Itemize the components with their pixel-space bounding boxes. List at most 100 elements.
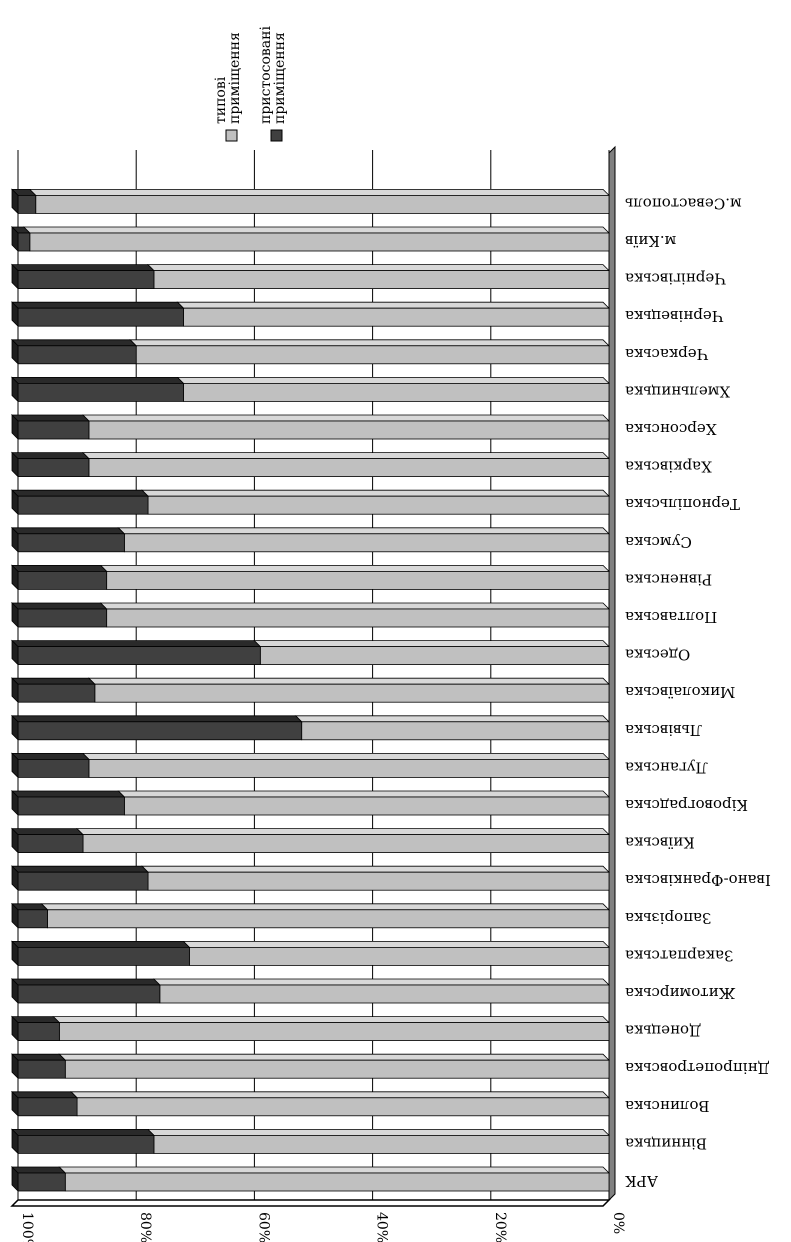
bar-segment bbox=[88, 458, 610, 478]
bar-top-face bbox=[58, 1053, 610, 1061]
bar-top-face bbox=[11, 753, 90, 760]
bar-segment bbox=[17, 1097, 78, 1117]
bar-top-face bbox=[11, 640, 262, 647]
bar-segment bbox=[106, 608, 610, 628]
bar-segment bbox=[147, 871, 610, 891]
bar-top-face bbox=[11, 1016, 61, 1023]
bar-top-face bbox=[146, 264, 610, 272]
bar-segment bbox=[17, 270, 155, 290]
bar-top-face bbox=[81, 452, 610, 460]
bar-top-face bbox=[99, 565, 610, 572]
bar-end-cap bbox=[11, 376, 19, 403]
bar-top-face bbox=[182, 941, 610, 948]
category-label: Житомирська bbox=[625, 984, 735, 1002]
category-label: Рівненська bbox=[625, 570, 712, 588]
bar-segment bbox=[183, 307, 610, 327]
category-label: Запорізька bbox=[625, 909, 711, 927]
legend-label: пристосовані bbox=[258, 26, 274, 124]
bar-top-face bbox=[141, 489, 610, 497]
bar-end-cap bbox=[11, 226, 19, 252]
bar-top-face bbox=[87, 677, 610, 685]
category-label: Хмельницька bbox=[625, 382, 730, 400]
bar-top-face bbox=[294, 715, 610, 723]
bar-segment bbox=[188, 947, 610, 966]
bar-segment bbox=[147, 495, 610, 515]
bar-segment bbox=[17, 345, 137, 365]
bar-segment bbox=[106, 571, 610, 590]
bar-end-cap bbox=[11, 978, 19, 1004]
bar-end-cap bbox=[11, 1015, 19, 1042]
bar-end-cap bbox=[11, 639, 19, 666]
bar-end-cap bbox=[11, 1053, 19, 1080]
bar-segment bbox=[17, 909, 48, 929]
legend-label: приміщення bbox=[272, 32, 288, 124]
bar-top-face bbox=[117, 790, 610, 798]
bar-segment bbox=[123, 533, 610, 553]
bar-segment bbox=[17, 871, 149, 891]
bar-top-face bbox=[11, 489, 149, 497]
bar-top-face bbox=[11, 301, 185, 309]
category-label: Полтавська bbox=[625, 608, 717, 626]
bar-end-cap bbox=[11, 1090, 19, 1117]
legend-swatch bbox=[270, 129, 283, 142]
x-tick-label: 20% bbox=[492, 1212, 508, 1242]
bar-segment bbox=[123, 796, 610, 816]
bar-segment bbox=[17, 1022, 60, 1041]
bar-segment bbox=[153, 270, 610, 290]
bar-segment bbox=[17, 307, 184, 327]
bar-segment bbox=[17, 1172, 66, 1192]
bar-segment bbox=[88, 759, 610, 778]
bar-end-cap bbox=[11, 790, 19, 816]
bar-top-face bbox=[11, 828, 84, 835]
bar-segment bbox=[82, 834, 610, 853]
bar-top-face bbox=[11, 978, 161, 986]
chart-back-wall bbox=[608, 145, 616, 1202]
bar-top-face bbox=[11, 1129, 155, 1136]
category-label: Закарпатська bbox=[625, 946, 733, 964]
bar-segment bbox=[17, 495, 149, 515]
bar-end-cap bbox=[11, 752, 19, 779]
bar-end-cap bbox=[11, 414, 19, 440]
bar-end-cap bbox=[11, 564, 19, 591]
bar-segment bbox=[17, 458, 90, 478]
x-tick-label: 80% bbox=[137, 1212, 153, 1242]
bar-segment bbox=[17, 721, 303, 741]
plot-area: 0% 20% 40% 60% 80% 100% АРК Вінницька Волинська Д… bbox=[10, 26, 771, 1242]
category-label: м.Севастополь bbox=[625, 194, 742, 212]
bar-end-cap bbox=[11, 451, 19, 478]
bar-segment bbox=[76, 1097, 610, 1117]
bar-end-cap bbox=[11, 489, 19, 516]
bar-top-face bbox=[11, 865, 149, 873]
bar-end-cap bbox=[11, 827, 19, 854]
bar-segment bbox=[17, 420, 90, 440]
bar-top-face bbox=[176, 376, 610, 384]
bar-top-face bbox=[28, 188, 610, 196]
bar-end-cap bbox=[11, 865, 19, 892]
bar-segment bbox=[47, 909, 610, 929]
category-label: Тернопільська bbox=[625, 495, 740, 513]
bar-end-cap bbox=[11, 526, 19, 553]
bar-segment bbox=[17, 382, 184, 402]
bar-segment bbox=[17, 984, 161, 1004]
bar-segment bbox=[17, 796, 125, 816]
bar-top-face bbox=[11, 264, 155, 272]
bar-top-face bbox=[81, 414, 610, 422]
bar-top-face bbox=[52, 1016, 610, 1023]
bar-segment bbox=[17, 759, 90, 778]
bar-end-cap bbox=[11, 188, 19, 215]
bar-segment bbox=[153, 1135, 610, 1154]
chart-floor bbox=[10, 1199, 611, 1207]
category-label: Чернівецька bbox=[625, 307, 723, 325]
bar-end-cap bbox=[11, 301, 19, 328]
bar-segment bbox=[17, 947, 190, 966]
x-tick-label: 40% bbox=[374, 1212, 390, 1242]
bar-top-face bbox=[11, 414, 90, 422]
category-label: Київська bbox=[625, 834, 695, 852]
category-label: Кіровоградська bbox=[625, 796, 748, 814]
bar-segment bbox=[88, 420, 610, 440]
legend-swatch bbox=[225, 129, 238, 142]
category-label: Волинська bbox=[625, 1097, 710, 1115]
bar-segment bbox=[17, 571, 108, 590]
category-label: Луганська bbox=[625, 758, 708, 776]
bar-top-face bbox=[11, 715, 303, 723]
